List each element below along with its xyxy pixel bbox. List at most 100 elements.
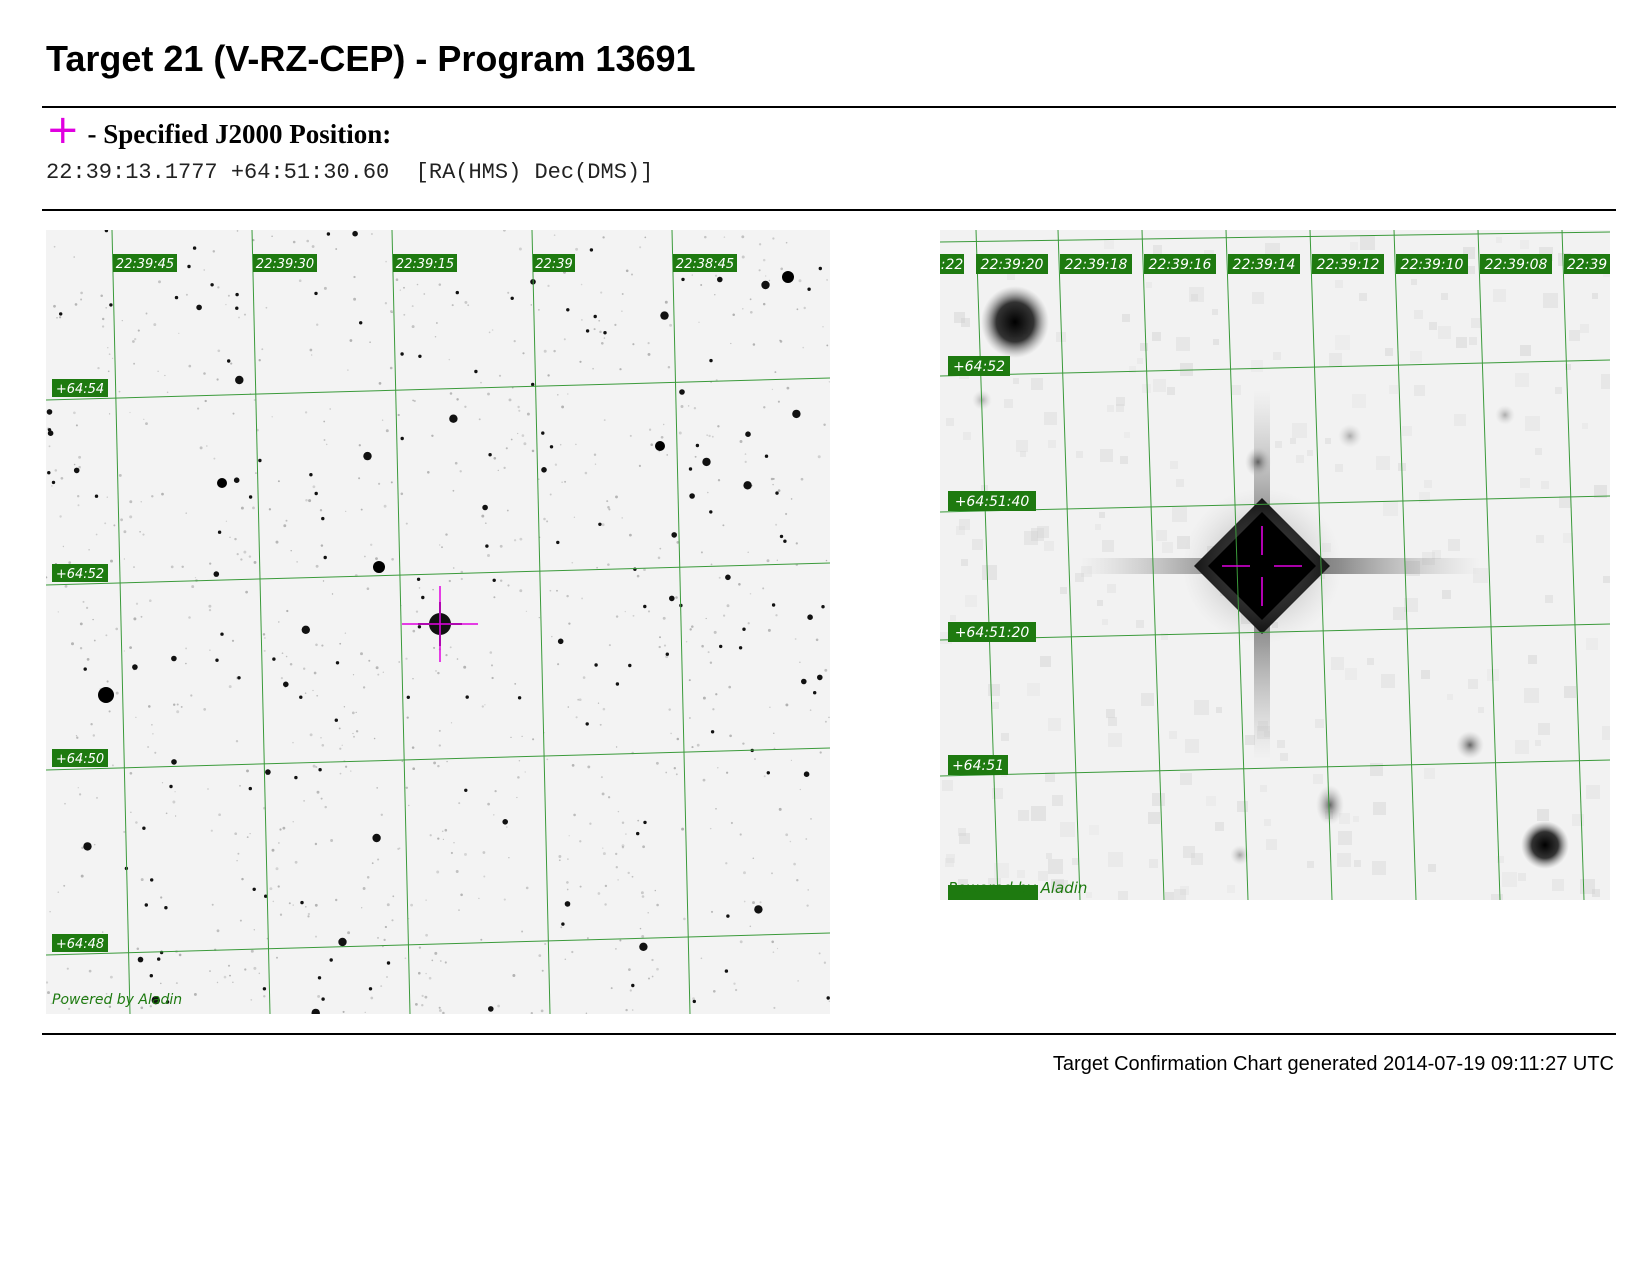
background-speckle bbox=[375, 557, 378, 560]
background-speckle bbox=[828, 716, 830, 719]
background-speckle bbox=[355, 711, 357, 714]
field-star bbox=[724, 969, 729, 973]
field-star bbox=[585, 329, 590, 333]
background-speckle bbox=[530, 304, 533, 306]
noise-pixel bbox=[956, 526, 965, 535]
noise-pixel bbox=[1290, 438, 1296, 444]
background-speckle bbox=[519, 537, 523, 541]
field-star bbox=[272, 657, 276, 661]
field-star bbox=[531, 382, 535, 387]
background-speckle bbox=[317, 994, 321, 998]
background-speckle bbox=[538, 478, 540, 480]
background-speckle bbox=[615, 615, 619, 618]
background-speckle bbox=[510, 736, 512, 739]
background-speckle bbox=[76, 736, 79, 739]
background-speckle bbox=[106, 496, 108, 498]
background-speckle bbox=[636, 574, 640, 578]
background-speckle bbox=[747, 622, 750, 625]
noise-pixel bbox=[1072, 858, 1079, 865]
background-speckle bbox=[262, 633, 266, 636]
background-speckle bbox=[491, 329, 494, 331]
noise-pixel bbox=[1108, 717, 1117, 726]
noise-pixel bbox=[1024, 531, 1038, 545]
field-star bbox=[681, 277, 685, 282]
background-speckle bbox=[773, 732, 775, 734]
noise-pixel bbox=[1252, 292, 1264, 304]
background-speckle bbox=[776, 947, 779, 950]
field-star bbox=[761, 280, 770, 290]
background-speckle bbox=[448, 358, 451, 361]
background-speckle bbox=[305, 906, 307, 908]
background-speckle bbox=[411, 746, 415, 749]
background-speckle bbox=[524, 771, 526, 773]
background-speckle bbox=[292, 240, 296, 244]
background-speckle bbox=[823, 961, 827, 964]
background-speckle bbox=[308, 499, 312, 503]
background-speckle bbox=[350, 770, 352, 772]
background-speckle bbox=[353, 297, 357, 301]
background-speckle bbox=[180, 705, 183, 708]
background-speckle bbox=[193, 992, 197, 996]
field-star bbox=[359, 321, 363, 325]
background-speckle bbox=[413, 399, 416, 403]
background-speckle bbox=[481, 705, 484, 708]
background-speckle bbox=[362, 887, 366, 890]
field-star bbox=[317, 976, 322, 980]
background-speckle bbox=[239, 784, 241, 787]
background-speckle bbox=[610, 987, 613, 990]
field-star bbox=[47, 428, 52, 432]
background-speckle bbox=[331, 593, 334, 595]
noise-pixel bbox=[1251, 360, 1263, 372]
background-speckle bbox=[523, 442, 527, 446]
background-speckle bbox=[253, 560, 257, 564]
field-star bbox=[725, 574, 731, 581]
background-speckle bbox=[341, 744, 343, 746]
background-speckle bbox=[709, 661, 713, 664]
background-speckle bbox=[768, 279, 771, 282]
target-coordinates: 22:39:13.1777 +64:51:30.60 [RA(HMS) Dec(… bbox=[46, 160, 654, 185]
field-star bbox=[262, 987, 267, 991]
noise-pixel bbox=[1411, 279, 1417, 285]
background-speckle bbox=[278, 842, 280, 844]
background-speckle bbox=[438, 1006, 441, 1009]
field-star bbox=[213, 571, 220, 577]
field-star bbox=[248, 786, 252, 791]
background-speckle bbox=[658, 450, 660, 453]
background-speckle bbox=[433, 646, 436, 649]
background-speckle bbox=[277, 480, 280, 483]
field-star bbox=[464, 788, 468, 792]
noise-pixel bbox=[1572, 814, 1584, 826]
noise-pixel bbox=[1404, 598, 1418, 612]
background-speckle bbox=[662, 616, 666, 620]
background-speckle bbox=[704, 235, 707, 239]
background-speckle bbox=[307, 912, 311, 916]
background-speckle bbox=[744, 453, 747, 455]
noise-pixel bbox=[1206, 796, 1216, 806]
noise-pixel bbox=[963, 432, 971, 440]
background-speckle bbox=[110, 559, 113, 563]
background-speckle bbox=[401, 760, 404, 763]
background-speckle bbox=[165, 812, 168, 815]
field-star bbox=[671, 532, 677, 538]
ra-label: 22:39:08 bbox=[1485, 257, 1548, 273]
background-speckle bbox=[241, 877, 244, 881]
background-speckle bbox=[445, 533, 448, 536]
ra-label: 22:39:18 bbox=[1065, 257, 1128, 273]
background-speckle bbox=[718, 576, 721, 579]
background-speckle bbox=[647, 342, 650, 345]
background-speckle bbox=[190, 694, 193, 697]
background-speckle bbox=[442, 1011, 445, 1014]
background-speckle bbox=[174, 815, 177, 817]
noise-pixel bbox=[1045, 772, 1055, 782]
background-speckle bbox=[78, 455, 82, 459]
background-speckle bbox=[741, 255, 745, 259]
noise-pixel bbox=[1339, 813, 1350, 824]
field-star bbox=[368, 987, 373, 991]
background-speckle bbox=[518, 760, 521, 762]
background-speckle bbox=[600, 776, 603, 779]
background-speckle bbox=[161, 492, 164, 496]
background-speckle bbox=[798, 279, 802, 283]
background-speckle bbox=[619, 368, 622, 371]
background-speckle bbox=[199, 446, 203, 450]
noise-pixel bbox=[994, 863, 1009, 878]
